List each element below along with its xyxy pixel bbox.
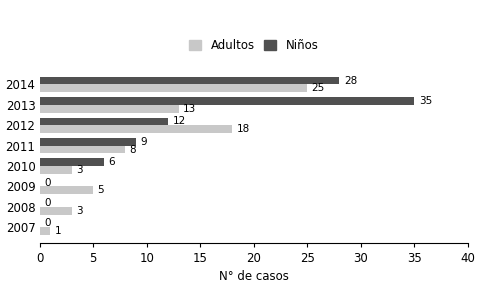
Bar bbox=[39, 186, 93, 194]
Bar bbox=[39, 84, 307, 92]
Bar bbox=[39, 105, 179, 113]
Text: 3: 3 bbox=[76, 206, 83, 216]
Bar bbox=[39, 138, 136, 146]
Bar bbox=[39, 97, 414, 105]
Bar bbox=[39, 227, 50, 235]
Text: 35: 35 bbox=[418, 96, 431, 106]
Text: 13: 13 bbox=[183, 104, 196, 114]
Legend: Adultos, Niños: Adultos, Niños bbox=[187, 36, 320, 54]
Text: 25: 25 bbox=[311, 83, 324, 93]
Text: 1: 1 bbox=[54, 226, 61, 236]
Text: 0: 0 bbox=[44, 218, 50, 228]
Bar bbox=[39, 118, 168, 125]
Text: 6: 6 bbox=[108, 157, 115, 167]
Bar bbox=[39, 158, 104, 166]
Text: 28: 28 bbox=[343, 76, 356, 86]
Text: 12: 12 bbox=[172, 116, 185, 126]
Text: 9: 9 bbox=[140, 137, 146, 147]
Text: 5: 5 bbox=[97, 185, 104, 195]
Text: 0: 0 bbox=[44, 177, 50, 188]
Bar bbox=[39, 166, 72, 174]
Bar bbox=[39, 125, 232, 133]
Text: 8: 8 bbox=[129, 144, 136, 155]
X-axis label: N° de casos: N° de casos bbox=[218, 271, 288, 284]
Bar bbox=[39, 77, 339, 84]
Text: 3: 3 bbox=[76, 165, 83, 175]
Bar bbox=[39, 207, 72, 214]
Bar bbox=[39, 146, 125, 153]
Text: 18: 18 bbox=[236, 124, 250, 134]
Text: 0: 0 bbox=[44, 198, 50, 208]
